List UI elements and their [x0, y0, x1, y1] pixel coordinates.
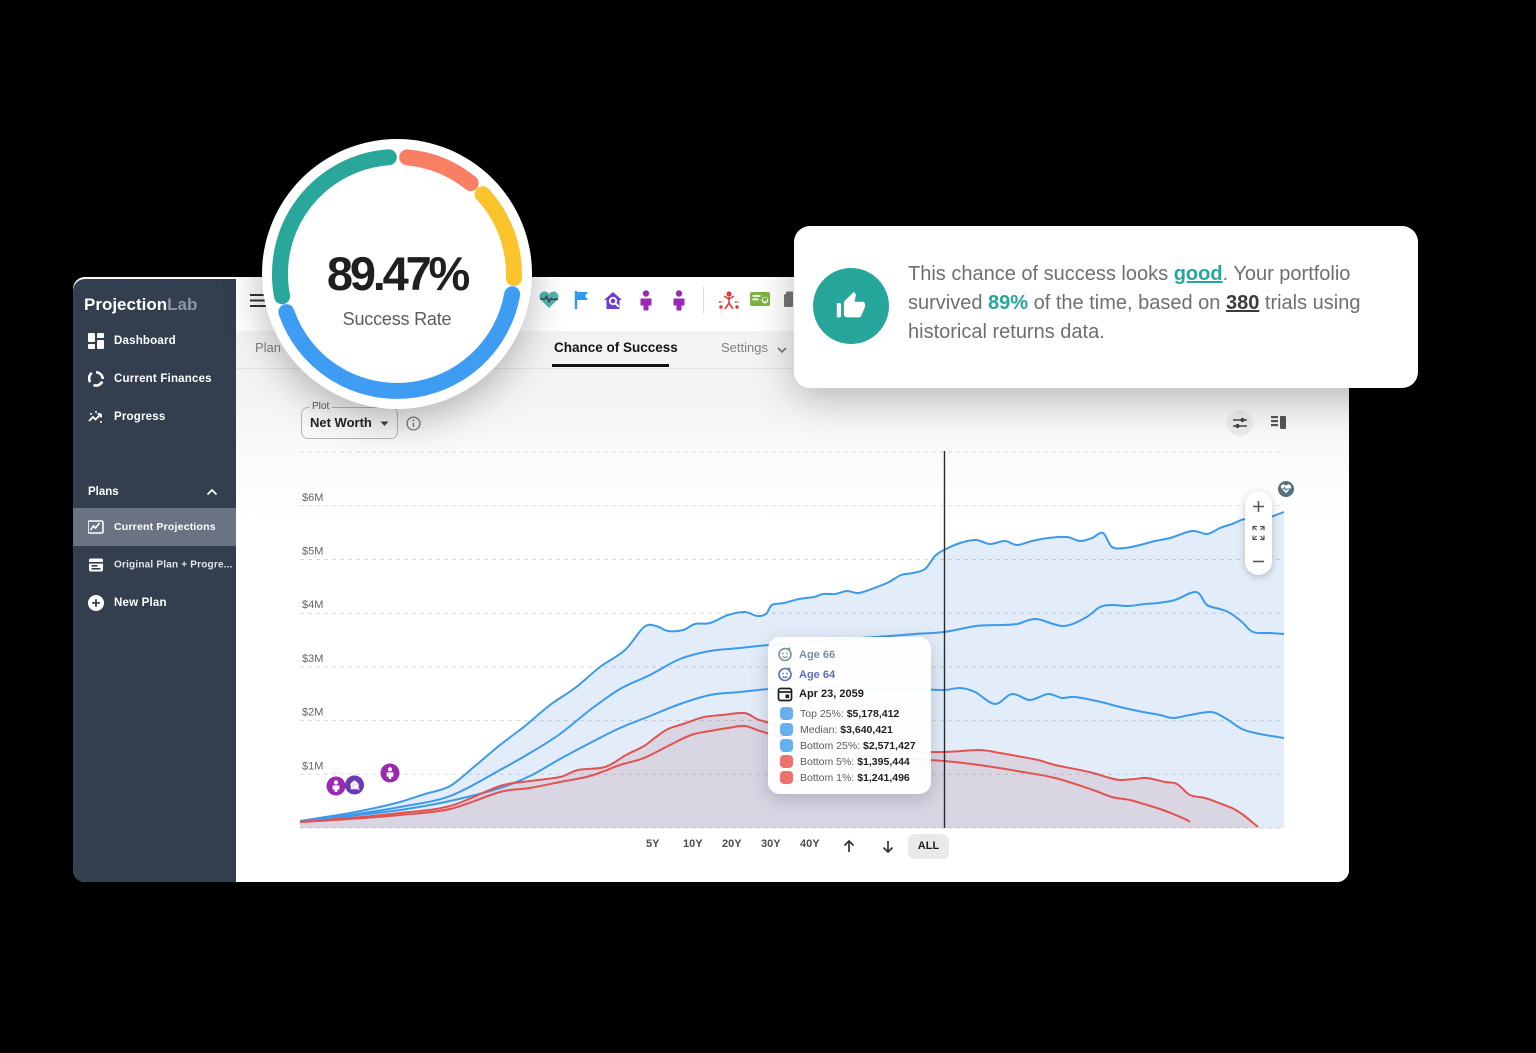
svg-text:$6M: $6M — [302, 492, 323, 504]
svg-text:$2M: $2M — [302, 707, 323, 719]
svg-text:$5M: $5M — [302, 546, 323, 558]
svg-text:$3M: $3M — [302, 653, 323, 665]
svg-text:$1M: $1M — [302, 760, 323, 772]
svg-text:$4M: $4M — [302, 599, 323, 611]
